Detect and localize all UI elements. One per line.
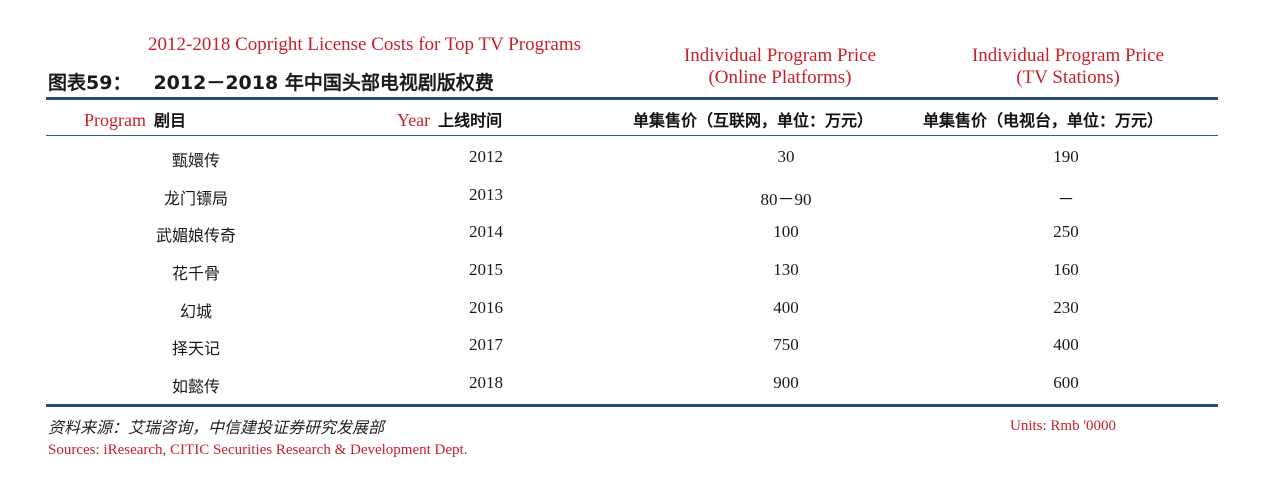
cell-online-price: 30	[777, 147, 795, 166]
cell-online-price: 900	[773, 373, 799, 393]
cell-year: 2012	[469, 147, 503, 166]
cell-online-price: 750	[773, 335, 799, 355]
column-header-program: Program 剧目	[84, 107, 186, 131]
online-price-header-en: Individual Program Price (Online Platfor…	[660, 45, 900, 89]
tv-price-header-en: Individual Program Price (TV Stations)	[948, 45, 1188, 89]
cell-program: 幻城	[179, 301, 212, 321]
cell-program: 武媚娘传奇	[155, 226, 236, 246]
cell-program: 如懿传	[171, 377, 220, 397]
column-header-year: Year 上线时间	[397, 107, 502, 131]
source-note-cn: 资料来源：艾瑞咨询，中信建投证券研究发展部	[48, 418, 385, 437]
cell-online-price: 80－90	[760, 189, 812, 209]
cell-year: 2016	[469, 297, 503, 317]
cell-tv-price: 600	[1053, 373, 1079, 393]
cell-tv-price: 190	[1053, 147, 1079, 166]
source-note-en: Sources: iResearch, CITIC Securities Res…	[48, 442, 468, 458]
table-body: 甄嬛传 2012 30 190 龙门镖局 2013 80－90 － 武媚娘传奇 …	[46, 140, 1218, 404]
cell-year: 2014	[469, 222, 503, 242]
year-header-en: Year	[397, 110, 431, 130]
table-row: 龙门镖局 2013 80－90 －	[46, 178, 1218, 216]
online-header-line2: (Online Platforms)	[708, 67, 852, 88]
cell-tv-price: 230	[1053, 297, 1079, 317]
year-header-cn: 上线时间	[438, 111, 503, 130]
tv-header-line1: Individual Program Price	[971, 45, 1165, 66]
table-row: 择天记 2017 750 400	[46, 328, 1218, 366]
tv-header-cn: 单集售价（电视台，单位：万元）	[923, 111, 1164, 130]
column-header-tv: 单集售价（电视台，单位：万元）	[923, 107, 1163, 131]
cell-program: 花千骨	[171, 264, 220, 284]
cell-online-price: 130	[773, 260, 799, 280]
cell-year: 2013	[469, 184, 503, 204]
cell-tv-price: 400	[1053, 335, 1079, 355]
english-title: 2012-2018 Copright License Costs for Top…	[148, 34, 582, 55]
cell-tv-price: －	[1057, 189, 1075, 209]
table-row: 甄嬛传 2012 30 190	[46, 140, 1218, 178]
table-row: 武媚娘传奇 2014 100 250	[46, 215, 1218, 253]
chinese-title: 图表59： 2012－2018 年中国头部电视剧版权费	[48, 68, 494, 95]
program-header-en: Program	[84, 110, 146, 130]
cell-program: 择天记	[171, 339, 220, 359]
online-header-line1: Individual Program Price	[683, 45, 877, 66]
table-bottom-rule	[46, 404, 1218, 407]
column-header-online: 单集售价（互联网，单位：万元）	[633, 107, 873, 131]
online-header-cn: 单集售价（互联网，单位：万元）	[633, 111, 874, 130]
cell-year: 2017	[469, 335, 503, 355]
cell-tv-price: 250	[1053, 222, 1079, 242]
table-header-rule	[46, 135, 1218, 136]
table-top-rule	[46, 97, 1218, 100]
units-note: Units: Rmb '0000	[1010, 418, 1117, 434]
cell-program: 龙门镖局	[163, 188, 228, 208]
cell-year: 2015	[469, 260, 503, 280]
chinese-title-text: 2012－2018 年中国头部电视剧版权费	[153, 72, 494, 94]
table-row: 如懿传 2018 900 600	[46, 366, 1218, 404]
cell-online-price: 100	[773, 222, 799, 242]
figure-label: 图表59：	[48, 72, 132, 94]
cell-tv-price: 160	[1053, 260, 1079, 280]
table-row: 花千骨 2015 130 160	[46, 253, 1218, 291]
cell-program: 甄嬛传	[171, 151, 220, 170]
program-header-cn: 剧目	[154, 111, 187, 130]
table-row: 幻城 2016 400 230	[46, 291, 1218, 329]
cell-year: 2018	[469, 373, 503, 393]
cell-online-price: 400	[773, 297, 799, 317]
tv-header-line2: (TV Stations)	[1016, 67, 1120, 88]
